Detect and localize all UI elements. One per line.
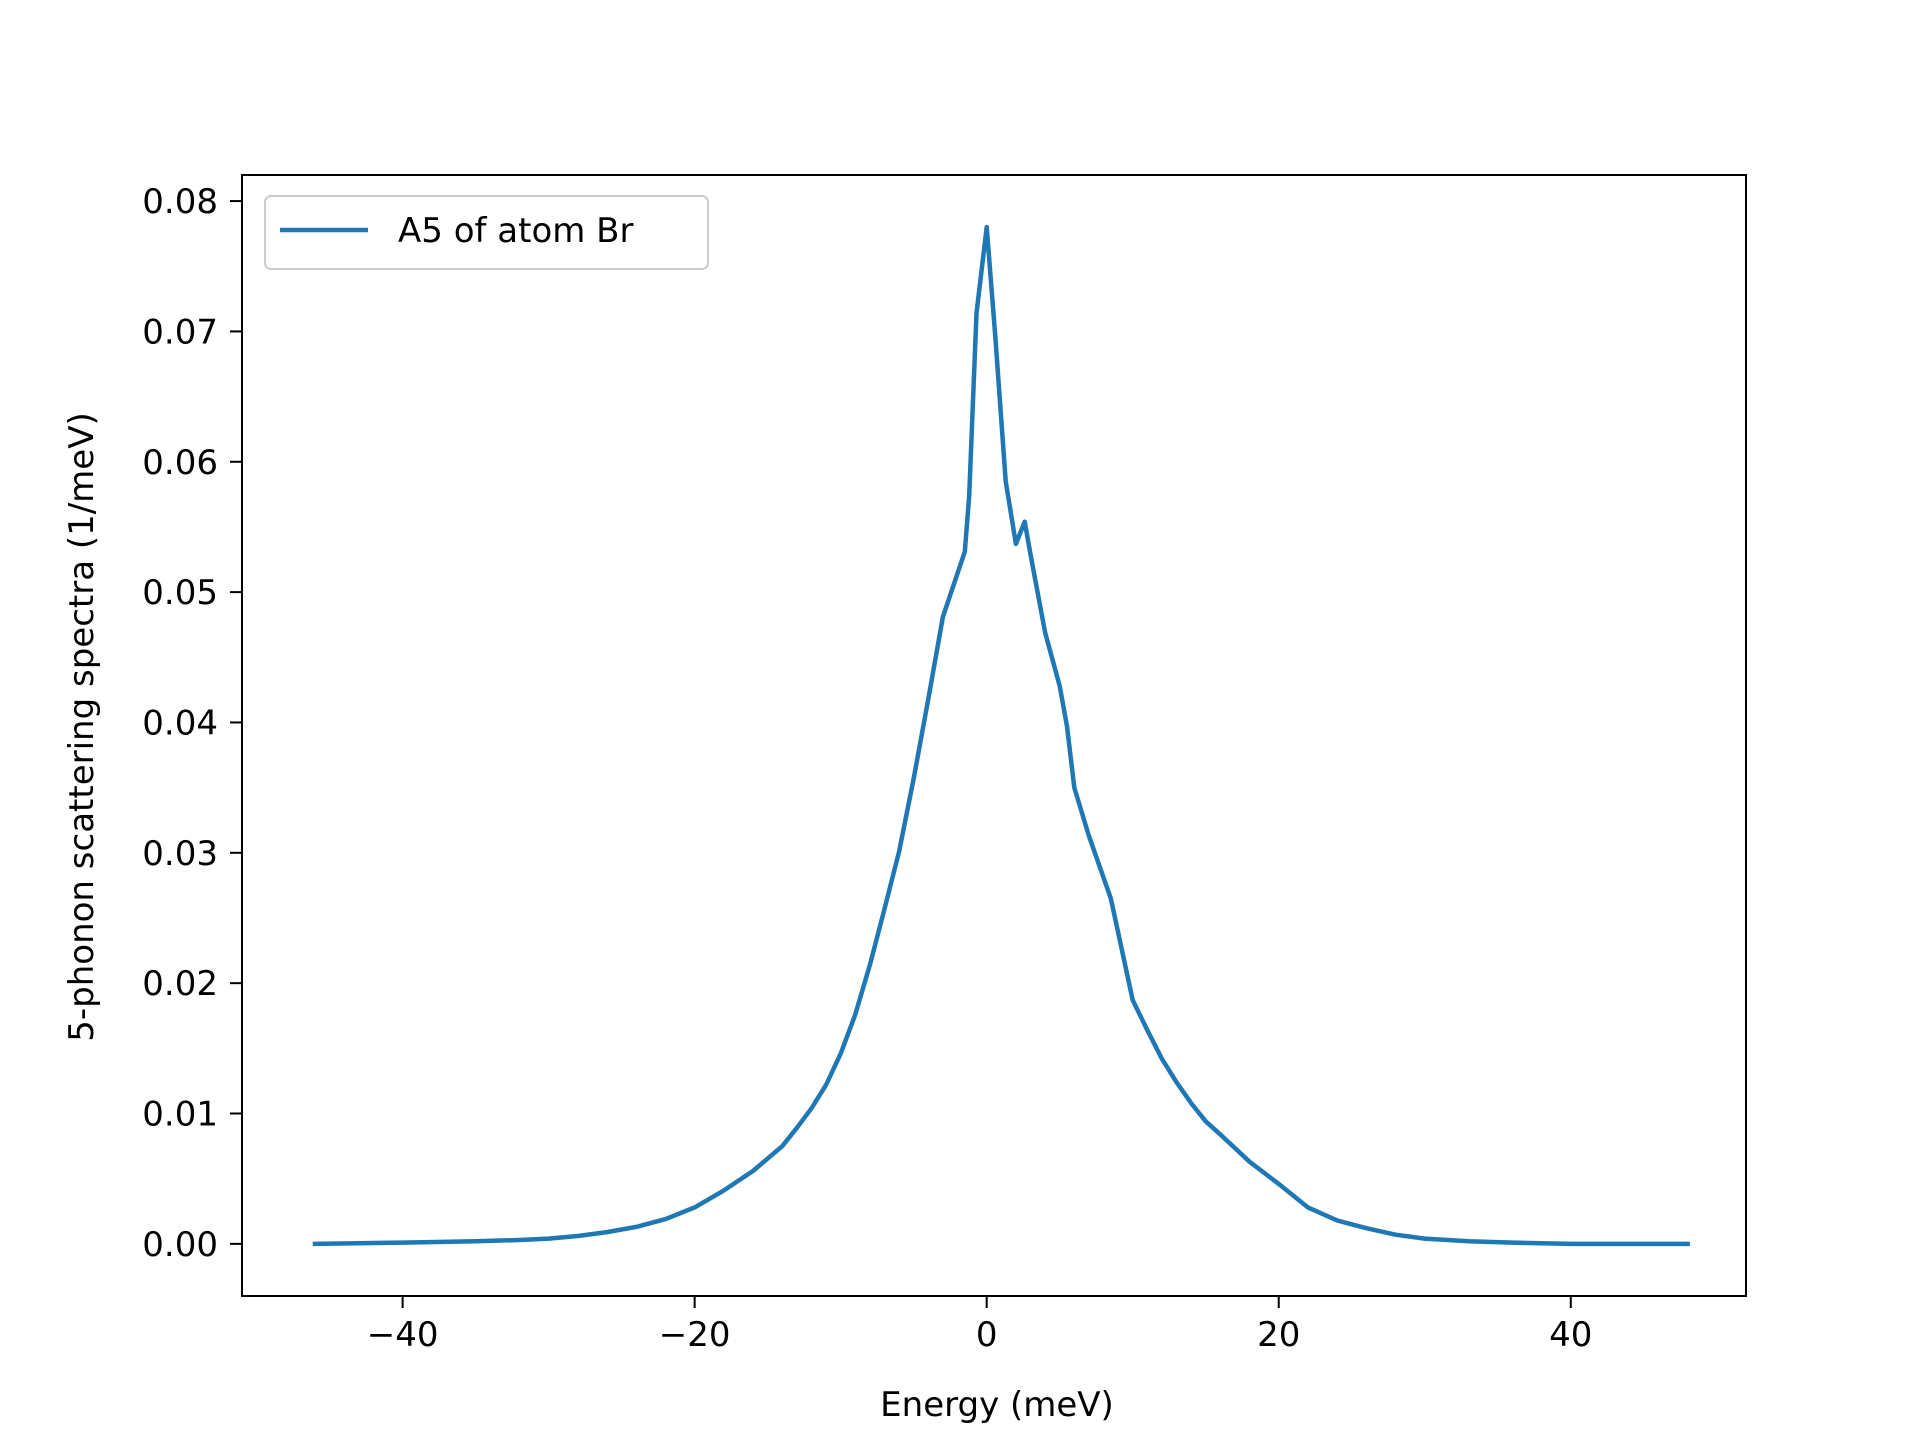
y-tick-label: 0.02	[142, 964, 218, 1004]
y-tick-label: 0.04	[142, 703, 218, 743]
axes: −40 −20 0 20 40 0.00 0.01 0.02 0.03 0.04 0.05 0.06 0…	[142, 174, 1747, 1355]
legend: A5 of atom Br	[264, 195, 709, 270]
x-tick-label: −20	[659, 1315, 731, 1355]
x-axis-title: Energy (meV)	[880, 1385, 1114, 1425]
legend-label: A5 of atom Br	[398, 211, 633, 251]
y-tick-label: 0.05	[142, 573, 218, 613]
x-tick-label: −40	[367, 1315, 439, 1355]
y-tick-label: 0.01	[142, 1095, 218, 1135]
x-tick-label: 40	[1549, 1315, 1592, 1355]
series-line-0	[312, 224, 1690, 1247]
axes-frame	[241, 174, 1747, 1297]
plot-area	[312, 224, 1690, 1247]
y-tick-label: 0.07	[142, 312, 218, 352]
x-tick-label: 0	[976, 1315, 998, 1355]
y-tick-label: 0.00	[142, 1225, 218, 1265]
y-tick-label: 0.06	[142, 443, 218, 483]
legend-frame	[264, 195, 709, 270]
y-tick-label: 0.03	[142, 834, 218, 874]
x-tick-label: 20	[1257, 1315, 1300, 1355]
y-tick-label: 0.08	[142, 182, 218, 222]
y-axis-title: 5-phonon scattering spectra (1/meV)	[62, 412, 102, 1042]
